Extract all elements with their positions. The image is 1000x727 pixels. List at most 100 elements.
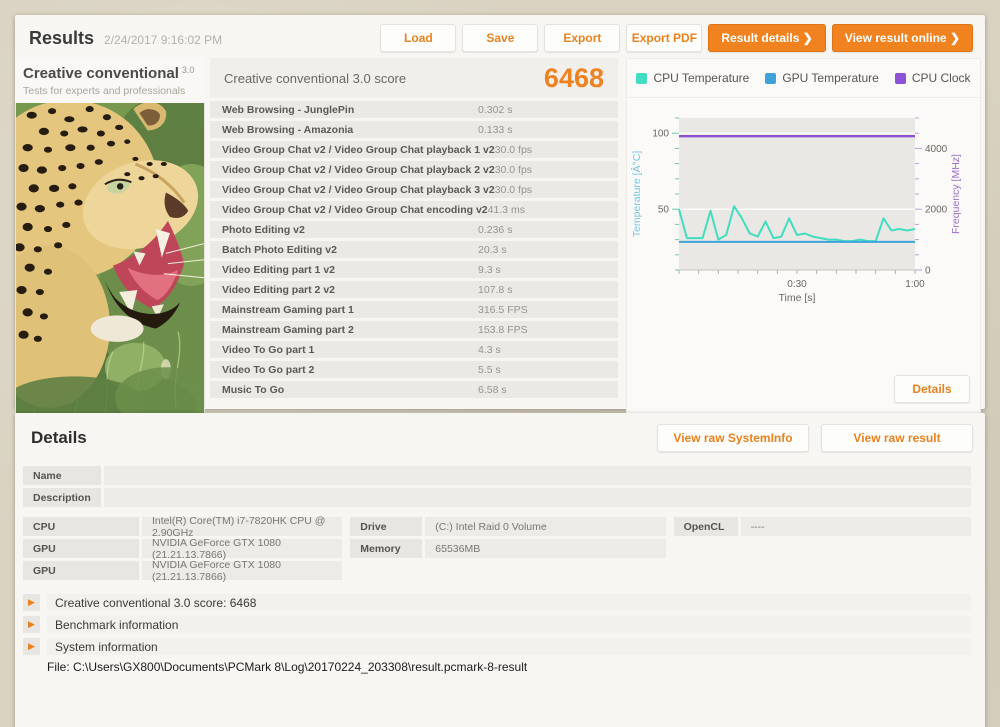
score-row-value: 153.8 FPS <box>478 323 528 336</box>
meta-value <box>104 488 971 507</box>
meta-row-description: Description <box>23 488 971 507</box>
score-row-value: 0.133 s <box>478 123 513 136</box>
view-result-online-button[interactable]: View result online ❯ <box>831 24 973 52</box>
test-subtitle: Tests for experts and professionals <box>23 85 186 97</box>
svg-text:Time [s]: Time [s] <box>779 292 816 304</box>
spec-value: ---- <box>740 517 972 536</box>
score-row-label: Web Browsing - Amazonia <box>222 123 354 136</box>
meta-value <box>104 466 971 485</box>
details-button-bar: View raw SystemInfo View raw result <box>657 424 973 452</box>
spec-column: Drive (C:) Intel Raid 0 Volume Memory 65536… <box>350 517 666 580</box>
chart-legend: CPU Temperature GPU Temperature CPU Clock <box>627 59 980 98</box>
score-table-row: Web Browsing - Amazonia 0.133 s <box>210 121 618 138</box>
legend-swatch-icon <box>894 72 906 84</box>
score-table-row: Mainstream Gaming part 1 316.5 FPS <box>210 301 618 318</box>
expandable-sections: ▶ Creative conventional 3.0 score: 6468 ▶ B… <box>23 594 971 655</box>
score-row-label: Video To Go part 2 <box>222 363 315 376</box>
meta-row-name: Name <box>23 466 971 485</box>
system-spec-grid: CPU Intel(R) Core(TM) i7-7820HK CPU @ 2.9… <box>23 515 972 583</box>
results-card: Results 2/24/2017 9:16:02 PM Load Save Exp… <box>15 15 985 414</box>
spec-row-gpu: GPU NVIDIA GeForce GTX 1080 (21.21.13.786… <box>23 559 343 583</box>
score-table-row: Video Group Chat v2 / Video Group Chat p… <box>210 141 618 158</box>
svg-text:Frequency [MHz]: Frequency [MHz] <box>950 154 962 234</box>
save-button[interactable]: Save <box>462 24 539 52</box>
score-row-value: 4.3 s <box>478 343 501 356</box>
spec-label: GPU <box>23 539 139 558</box>
expandable-label: Creative conventional 3.0 score: 6468 <box>47 594 971 611</box>
spec-column: OpenCL ---- <box>673 517 972 580</box>
spec-label: CPU <box>23 517 139 536</box>
score-row-label: Video Editing part 2 v2 <box>222 283 335 296</box>
score-title: Creative conventional 3.0 score <box>224 70 407 86</box>
score-band: Creative conventional 3.0 score 6468 <box>210 58 618 98</box>
legend-item-cpu-clock[interactable]: CPU Clock <box>894 71 971 85</box>
export-button[interactable]: Export <box>544 24 621 52</box>
monitoring-chart-tile: CPU Temperature GPU Temperature CPU Clock … <box>626 58 981 414</box>
score-row-label: Video Editing part 1 v2 <box>222 263 335 276</box>
expand-arrow-icon: ▶ <box>23 594 40 611</box>
meta-label: Name <box>23 466 101 485</box>
score-table-row: Photo Editing v2 0.236 s <box>210 221 618 238</box>
leopard-photo <box>15 103 205 414</box>
svg-text:50: 50 <box>658 205 670 216</box>
results-body: Creative conventional 3.0 Tests for exper… <box>15 58 985 414</box>
score-row-label: Web Browsing - JunglePin <box>222 103 355 116</box>
svg-text:Temperature [Â°C]: Temperature [Â°C] <box>630 151 643 238</box>
score-row-value: 0.302 s <box>478 103 513 116</box>
header-button-bar: Load Save Export Export PDF Result details ❯… <box>380 24 973 52</box>
spec-row-gpu: GPU NVIDIA GeForce GTX 1080 (21.21.13.786… <box>23 537 343 561</box>
score-row-label: Music To Go <box>222 383 285 396</box>
details-card: Details View raw SystemInfo View raw resu… <box>15 413 985 727</box>
legend-item-cpu-temperature[interactable]: CPU Temperature <box>636 71 749 85</box>
chart-details-button[interactable]: Details <box>894 375 970 403</box>
score-row-value: 20.3 s <box>478 243 507 256</box>
score-table-row: Video Group Chat v2 / Video Group Chat e… <box>210 201 618 218</box>
score-table-row: Video Editing part 2 v2 107.8 s <box>210 281 618 298</box>
score-row-label: Video To Go part 1 <box>222 343 315 356</box>
score-row-value: 5.5 s <box>478 363 501 376</box>
spec-value: 65536MB <box>425 539 666 558</box>
result-details-button[interactable]: Result details ❯ <box>708 24 826 52</box>
result-file-path: File: C:\Users\GX800\Documents\PCMark 8\… <box>47 660 528 674</box>
spec-label: Memory <box>350 539 423 558</box>
legend-label: CPU Temperature <box>653 71 750 85</box>
legend-swatch-icon <box>636 72 648 84</box>
score-table-row: Web Browsing - JunglePin 0.302 s <box>210 101 618 118</box>
legend-label: CPU Clock <box>911 71 971 85</box>
test-head: Creative conventional 3.0 Tests for exper… <box>15 58 205 103</box>
spec-row-cpu: CPU Intel(R) Core(TM) i7-7820HK CPU @ 2.9… <box>23 515 343 539</box>
legend-label: GPU Temperature <box>782 71 879 85</box>
load-button[interactable]: Load <box>380 24 457 52</box>
score-row-label: Video Group Chat v2 / Video Group Chat p… <box>222 183 495 196</box>
meta-label: Description <box>23 488 101 507</box>
test-name: Creative conventional <box>23 65 179 82</box>
result-timestamp: 2/24/2017 9:16:02 PM <box>104 32 223 47</box>
score-row-value: 30.0 fps <box>494 183 533 196</box>
view-raw-result-button[interactable]: View raw result <box>821 424 973 452</box>
score-row-label: Video Group Chat v2 / Video Group Chat p… <box>222 143 495 156</box>
monitoring-chart: 50 100 0 2000 4000 0:30 1:00 Time [s] Temperatur… <box>627 100 980 323</box>
expandable-benchmark-information[interactable]: ▶ Benchmark information <box>23 616 971 633</box>
score-row-value: 107.8 s <box>478 283 513 296</box>
view-raw-systeminfo-button[interactable]: View raw SystemInfo <box>657 424 809 452</box>
expandable-creative-conventional-3-0-score-6468[interactable]: ▶ Creative conventional 3.0 score: 6468 <box>23 594 971 611</box>
svg-text:1:00: 1:00 <box>905 279 925 290</box>
score-table: Web Browsing - JunglePin 0.302 s Web Brows… <box>210 101 618 398</box>
score-table-row: Video Group Chat v2 / Video Group Chat p… <box>210 161 618 178</box>
score-row-label: Video Group Chat v2 / Video Group Chat p… <box>222 163 495 176</box>
score-table-row: Music To Go 6.58 s <box>210 381 618 398</box>
score-table-row: Batch Photo Editing v2 20.3 s <box>210 241 618 258</box>
score-row-value: 9.3 s <box>478 263 501 276</box>
expand-arrow-icon: ▶ <box>23 638 40 655</box>
score-row-value: 30.0 fps <box>494 143 533 156</box>
svg-text:2000: 2000 <box>925 205 948 216</box>
score-table-row: Video To Go part 1 4.3 s <box>210 341 618 358</box>
spec-column: CPU Intel(R) Core(TM) i7-7820HK CPU @ 2.9… <box>23 515 343 583</box>
spec-value: NVIDIA GeForce GTX 1080 (21.21.13.7866) <box>142 537 343 561</box>
export-pdf-button[interactable]: Export PDF <box>626 24 703 52</box>
expandable-system-information[interactable]: ▶ System information <box>23 638 971 655</box>
legend-item-gpu-temperature[interactable]: GPU Temperature <box>765 71 879 85</box>
test-info-tile: Creative conventional 3.0 Tests for exper… <box>15 58 205 414</box>
score-row-value: 316.5 FPS <box>478 303 528 316</box>
leopard-illustration <box>16 103 204 413</box>
